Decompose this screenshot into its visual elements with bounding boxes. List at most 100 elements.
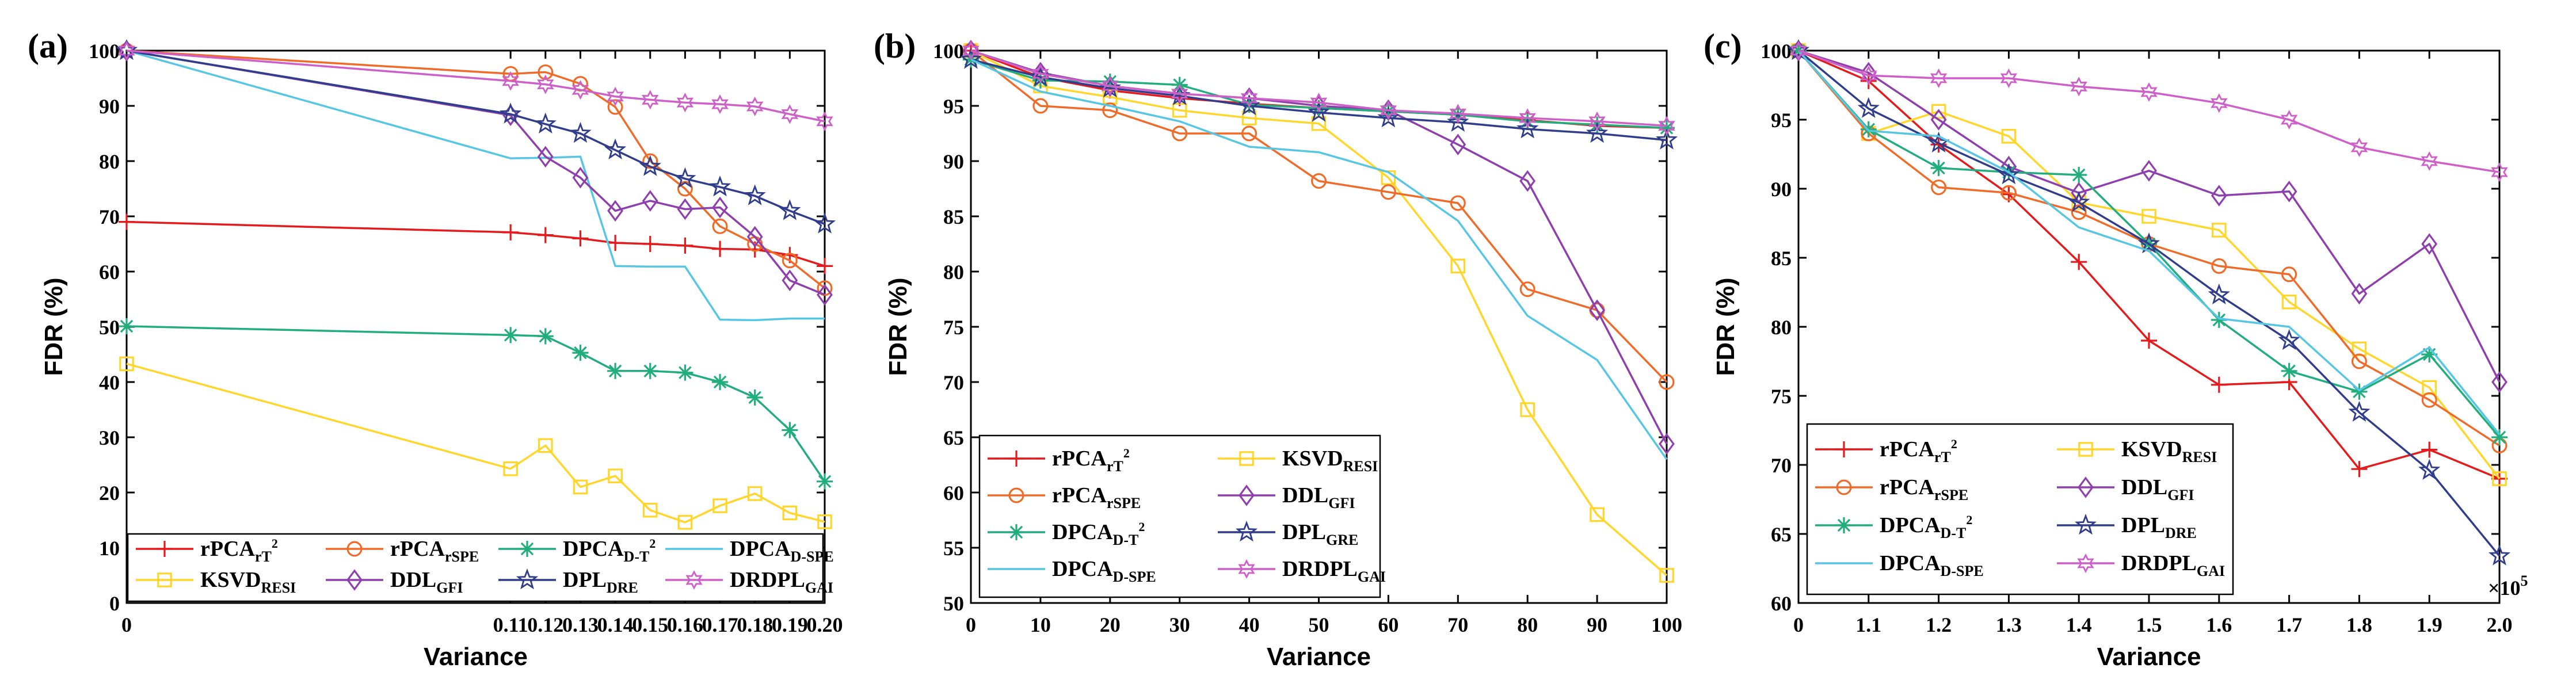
y-tick-label: 70 <box>943 371 964 394</box>
data-point <box>1032 64 1049 84</box>
x-tick-label: 1.6 <box>2206 613 2232 636</box>
data-point <box>781 104 799 124</box>
data-point <box>2211 185 2227 207</box>
data-point <box>607 362 624 379</box>
y-tick-label: 90 <box>943 150 964 173</box>
legend-name: rPCA <box>390 537 445 561</box>
data-point <box>708 175 731 197</box>
series-line <box>970 49 1667 127</box>
legend-entry: KSVDRESI <box>1218 446 1378 475</box>
chart-panel: (c) 60 65 70 75 80 85 90 95 100 0 1.1 1.2 1.3 1.4 1.5 1.… <box>1704 27 2528 671</box>
series-line <box>1797 49 2501 557</box>
legend-subscript: GFI <box>436 579 463 596</box>
legend-name: DPCA <box>1880 551 1941 575</box>
y-tick-label: 70 <box>1771 454 1792 477</box>
data-point <box>1790 40 1807 61</box>
x-tick-label: 60 <box>1378 613 1398 636</box>
y-tick-label: 50 <box>99 316 120 339</box>
legend-marker <box>1836 517 1852 533</box>
series-line <box>126 49 825 322</box>
panel-label: (c) <box>1704 27 1742 65</box>
legend-box <box>127 533 824 602</box>
data-point <box>537 146 554 168</box>
series-rpca-rt <box>1790 43 2508 487</box>
x-tick-label: 90 <box>1587 613 1607 636</box>
legend-marker <box>1239 451 1254 466</box>
data-point <box>712 240 729 257</box>
x-tick-label: 1.3 <box>1996 613 2022 636</box>
legend-marker <box>1008 487 1024 503</box>
legend-subscript: rT <box>255 548 272 565</box>
data-point <box>1931 180 1947 196</box>
legend-superscript: 2 <box>272 536 278 551</box>
x-tick-label: 0.16 <box>667 613 703 636</box>
legend-entry: KSVDRESI <box>136 568 296 596</box>
legend-marker <box>685 570 703 590</box>
data-point <box>572 345 589 361</box>
data-point <box>747 486 763 501</box>
legend-marker <box>1836 479 1852 495</box>
data-point <box>119 356 134 372</box>
y-tick-label: 100 <box>89 40 120 63</box>
data-point <box>537 227 554 243</box>
x-tick-label: 0.18 <box>737 613 773 636</box>
legend-marker <box>157 572 172 587</box>
series-dpca-d-t <box>119 318 833 490</box>
legend-subscript: DRE <box>2165 525 2197 541</box>
axes-box <box>125 49 826 604</box>
data-point <box>537 328 554 345</box>
series-line <box>970 49 1668 577</box>
series-dpl-gre <box>959 48 1678 150</box>
legend-label: KSVDRESI <box>200 568 296 596</box>
data-point <box>2137 232 2160 254</box>
x-multiplier-exponent: 5 <box>2521 572 2528 589</box>
y-tick-label: 80 <box>99 150 120 173</box>
data-point <box>2421 392 2437 408</box>
data-point <box>502 327 519 343</box>
legend-entry: DRDPLGAI <box>665 568 833 596</box>
data-point <box>1659 568 1674 583</box>
data-point <box>1931 104 1946 119</box>
data-point <box>677 237 693 254</box>
data-point <box>642 236 658 252</box>
legend-superscript: 2 <box>1966 513 1972 527</box>
data-point <box>817 258 833 274</box>
x-tick-label: 0.11 <box>493 613 528 636</box>
y-tick-label: 95 <box>1771 109 1792 132</box>
data-point <box>2281 362 2297 379</box>
data-point <box>1519 108 1536 128</box>
legend-entry: rPCArSPE <box>1815 475 1968 503</box>
series-dpl-dre <box>115 39 836 234</box>
legend-name: rPCA <box>200 537 256 561</box>
data-point <box>2488 544 2511 566</box>
data-point <box>1449 104 1467 124</box>
data-point <box>1102 73 1118 90</box>
y-tick-label: 0 <box>109 592 120 615</box>
data-point <box>712 218 728 234</box>
data-point <box>1310 93 1328 113</box>
data-point <box>2068 190 2090 212</box>
legend-label: rPCArSPE <box>1052 483 1141 511</box>
data-point <box>1240 88 1258 108</box>
x-axis-label: Variance <box>1267 643 1371 671</box>
x-tick-label: 0.13 <box>562 613 599 636</box>
legend-name: DPCA <box>1052 520 1113 544</box>
data-point <box>2211 93 2228 113</box>
data-point <box>607 99 623 115</box>
y-tick-label: 60 <box>99 261 120 284</box>
y-tick-label: 80 <box>943 261 964 284</box>
data-point <box>571 80 589 100</box>
legend-label: DPCAD-T2 <box>1052 520 1145 548</box>
legend-entry: DPCAD-T2 <box>1815 513 1972 541</box>
legend-label: DPCAD-SPE <box>1052 557 1156 585</box>
legend-entry: DPCAD-SPE <box>1815 551 1984 579</box>
legend-label: rPCArT2 <box>200 536 278 565</box>
legend-name: rPCA <box>1880 437 1935 461</box>
legend-box <box>1806 423 2234 595</box>
data-point <box>1519 170 1536 192</box>
data-point <box>537 74 554 94</box>
legend-label: DRDPLGAI <box>1282 557 1386 585</box>
legend-entry: DDLGFI <box>2057 475 2194 503</box>
legend-entry: DDLGFI <box>1218 483 1355 511</box>
y-tick-label: 95 <box>943 95 964 118</box>
